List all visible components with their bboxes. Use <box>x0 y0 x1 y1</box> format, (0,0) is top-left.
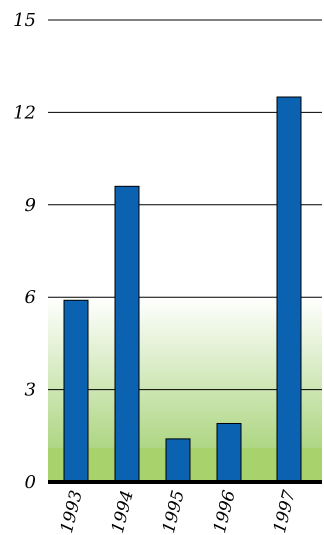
bars <box>63 96 302 483</box>
y-tick-label-6: 6 <box>25 287 36 308</box>
y-tick-label-9: 9 <box>25 195 36 216</box>
x-tick-label-1996: 1996 <box>210 488 240 535</box>
x-axis-line <box>48 480 322 484</box>
bar-1995 <box>165 438 191 483</box>
bar-1993 <box>63 299 89 483</box>
bar-1996 <box>216 422 242 483</box>
x-tick-label-1993: 1993 <box>57 488 87 535</box>
bar-1997 <box>276 96 302 483</box>
y-tick-label-0: 0 <box>25 472 36 493</box>
x-tick-labels: 1993 1994 1995 1996 1997 <box>57 488 300 535</box>
y-tick-labels: 0 3 6 9 12 15 <box>13 10 36 493</box>
x-axis <box>48 480 322 484</box>
x-tick-label-1997: 1997 <box>270 488 300 535</box>
y-tick-label-12: 12 <box>13 102 36 123</box>
bar-1994 <box>114 185 140 483</box>
x-tick-label-1995: 1995 <box>159 488 189 535</box>
y-tick-label-3: 3 <box>25 380 36 401</box>
gridlines <box>48 19 322 391</box>
x-tick-label-1994: 1994 <box>108 488 138 535</box>
y-tick-label-15: 15 <box>13 10 36 31</box>
